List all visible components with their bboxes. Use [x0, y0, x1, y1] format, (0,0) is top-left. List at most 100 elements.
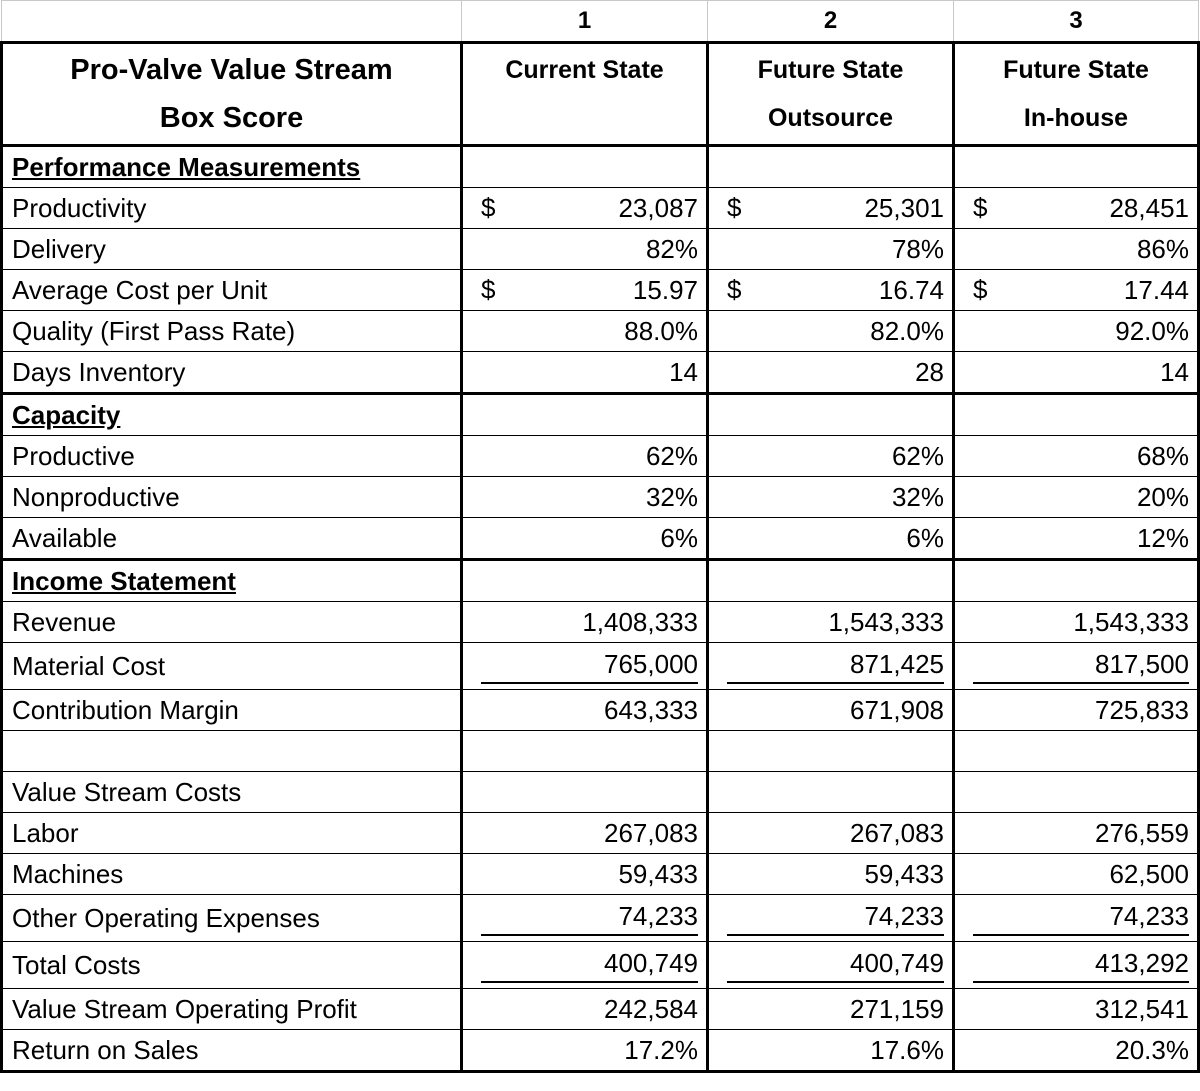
value-cell[interactable]: 17.2%: [460, 1029, 709, 1073]
value-cell[interactable]: 276,559: [952, 812, 1200, 854]
row-label[interactable]: Revenue: [0, 601, 463, 643]
table-title-cell[interactable]: Pro-Valve Value Stream Box Score: [0, 41, 463, 147]
empty-cell[interactable]: [952, 730, 1200, 772]
value-cell[interactable]: 267,083: [706, 812, 955, 854]
row-label[interactable]: Value Stream Operating Profit: [0, 988, 463, 1030]
value-cell[interactable]: 267,083: [460, 812, 709, 854]
value-cell[interactable]: 20%: [952, 476, 1200, 518]
value-cell[interactable]: 17.6%: [706, 1029, 955, 1073]
header-future-outsource[interactable]: Future State Outsource: [706, 41, 955, 147]
value-cell[interactable]: 74,233: [460, 894, 709, 942]
value-cell[interactable]: 312,541: [952, 988, 1200, 1030]
value-cell[interactable]: 20.3%: [952, 1029, 1200, 1073]
value-cell[interactable]: 92.0%: [952, 310, 1200, 352]
column-number-1[interactable]: 1: [461, 0, 708, 44]
row-label[interactable]: Days Inventory: [0, 351, 463, 394]
header-future-inhouse[interactable]: Future State In-house: [952, 41, 1200, 147]
value-cell[interactable]: 1,543,333: [706, 601, 955, 643]
row-label[interactable]: Total Costs: [0, 941, 463, 989]
value-cell[interactable]: 400,749: [460, 941, 709, 989]
row-label[interactable]: Delivery: [0, 228, 463, 270]
value-cell[interactable]: 32%: [460, 476, 709, 518]
value-cell[interactable]: 817,500: [952, 642, 1200, 690]
value-cell[interactable]: $28,451: [952, 187, 1200, 229]
row-label[interactable]: Value Stream Costs: [0, 771, 463, 813]
value-cell[interactable]: 62,500: [952, 853, 1200, 895]
value-cell[interactable]: 88.0%: [460, 310, 709, 352]
value-cell[interactable]: $15.97: [460, 269, 709, 311]
value-cell[interactable]: 28: [706, 351, 955, 394]
value-cell[interactable]: 12%: [952, 517, 1200, 560]
empty-cell[interactable]: [460, 145, 709, 188]
row-label[interactable]: Productive: [0, 435, 463, 477]
row-label[interactable]: Productivity: [0, 187, 463, 229]
row-label[interactable]: Machines: [0, 853, 463, 895]
header-future-outsource-line-2: Outsource: [767, 104, 894, 132]
value-cell[interactable]: 74,233: [706, 894, 955, 942]
value-cell[interactable]: 32%: [706, 476, 955, 518]
value-cell[interactable]: 643,333: [460, 689, 709, 731]
section-title-income[interactable]: Income Statement: [0, 558, 463, 602]
empty-cell[interactable]: [706, 558, 955, 602]
header-current-state-line-1: Current State: [505, 56, 664, 84]
value-cell[interactable]: 6%: [460, 517, 709, 560]
empty-cell[interactable]: [0, 730, 463, 772]
empty-cell[interactable]: [460, 730, 709, 772]
column-number-3[interactable]: 3: [953, 0, 1199, 44]
corner-cell[interactable]: [1, 0, 462, 44]
value-cell[interactable]: 271,159: [706, 988, 955, 1030]
value-cell[interactable]: 400,749: [706, 941, 955, 989]
value-cell[interactable]: 1,408,333: [460, 601, 709, 643]
row-days-inventory: Days Inventory 14 28 14: [0, 351, 1200, 394]
value-cell[interactable]: 82.0%: [706, 310, 955, 352]
empty-cell[interactable]: [460, 392, 709, 436]
row-label[interactable]: Return on Sales: [0, 1029, 463, 1073]
section-title-performance[interactable]: Performance Measurements: [0, 145, 463, 188]
row-label[interactable]: Other Operating Expenses: [0, 894, 463, 942]
value-cell[interactable]: 871,425: [706, 642, 955, 690]
value-cell[interactable]: $25,301: [706, 187, 955, 229]
value-cell[interactable]: 1,543,333: [952, 601, 1200, 643]
value-cell[interactable]: 68%: [952, 435, 1200, 477]
value-cell[interactable]: $16.74: [706, 269, 955, 311]
column-number-2[interactable]: 2: [707, 0, 954, 44]
value-cell[interactable]: 62%: [460, 435, 709, 477]
row-label[interactable]: Average Cost per Unit: [0, 269, 463, 311]
empty-cell[interactable]: [706, 145, 955, 188]
value-cell[interactable]: 413,292: [952, 941, 1200, 989]
row-label[interactable]: Quality (First Pass Rate): [0, 310, 463, 352]
value-cell[interactable]: 59,433: [706, 853, 955, 895]
row-material-cost: Material Cost 765,000 871,425 817,500: [0, 642, 1200, 690]
value-cell[interactable]: 62%: [706, 435, 955, 477]
empty-cell[interactable]: [706, 730, 955, 772]
section-title-capacity[interactable]: Capacity: [0, 392, 463, 436]
empty-cell[interactable]: [952, 145, 1200, 188]
value-cell[interactable]: 242,584: [460, 988, 709, 1030]
empty-cell[interactable]: [706, 771, 955, 813]
value-cell[interactable]: $17.44: [952, 269, 1200, 311]
value-cell[interactable]: 725,833: [952, 689, 1200, 731]
value-cell[interactable]: 6%: [706, 517, 955, 560]
empty-cell[interactable]: [460, 771, 709, 813]
value-cell[interactable]: 765,000: [460, 642, 709, 690]
value-cell[interactable]: 82%: [460, 228, 709, 270]
row-label[interactable]: Available: [0, 517, 463, 560]
value-cell[interactable]: 74,233: [952, 894, 1200, 942]
value-cell[interactable]: 671,908: [706, 689, 955, 731]
value-cell[interactable]: 78%: [706, 228, 955, 270]
value-cell[interactable]: 14: [952, 351, 1200, 394]
value-cell[interactable]: 86%: [952, 228, 1200, 270]
empty-cell[interactable]: [706, 392, 955, 436]
value-cell[interactable]: 14: [460, 351, 709, 394]
row-label[interactable]: Material Cost: [0, 642, 463, 690]
empty-cell[interactable]: [460, 558, 709, 602]
row-label[interactable]: Nonproductive: [0, 476, 463, 518]
value-cell[interactable]: 59,433: [460, 853, 709, 895]
empty-cell[interactable]: [952, 771, 1200, 813]
header-current-state[interactable]: Current State: [460, 41, 709, 147]
value-cell[interactable]: $23,087: [460, 187, 709, 229]
row-label[interactable]: Contribution Margin: [0, 689, 463, 731]
row-label[interactable]: Labor: [0, 812, 463, 854]
empty-cell[interactable]: [952, 558, 1200, 602]
empty-cell[interactable]: [952, 392, 1200, 436]
